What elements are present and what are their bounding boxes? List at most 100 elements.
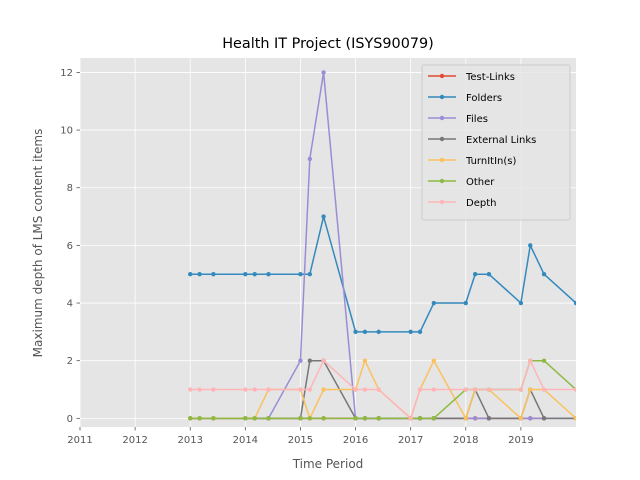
data-point [252, 272, 257, 277]
data-point [528, 358, 533, 363]
legend-item-other: Other [428, 177, 495, 188]
data-point [353, 387, 358, 392]
data-point [188, 387, 193, 392]
data-point [573, 416, 576, 421]
data-point [362, 329, 368, 335]
data-point [362, 387, 368, 392]
data-point [307, 272, 313, 277]
legend-label: Files [466, 114, 488, 125]
data-point [252, 416, 257, 421]
data-point [266, 272, 271, 277]
data-point [541, 387, 547, 392]
x-tick-label: 2018 [453, 435, 478, 446]
x-tick-label: 2019 [508, 435, 533, 446]
legend-label: TurnItIn(s) [465, 156, 516, 167]
legend-label: Test-Links [465, 72, 515, 83]
data-point [252, 387, 257, 392]
data-point [541, 272, 547, 277]
data-point [243, 416, 248, 421]
data-point [197, 387, 202, 392]
legend-box [421, 64, 571, 221]
data-point [197, 416, 202, 421]
data-point [362, 416, 368, 421]
data-point [307, 387, 313, 392]
x-tick-label: 2012 [122, 435, 147, 446]
data-point [486, 272, 492, 277]
data-point [321, 214, 326, 219]
legend: Test-Links Folders Files External Links Turn… [421, 64, 571, 221]
data-point [362, 358, 368, 363]
y-tick-label: 10 [60, 126, 73, 137]
data-point [353, 416, 358, 421]
x-tick-label: 2013 [177, 435, 202, 446]
chart-title: Health IT Project (ISYS90079) [222, 36, 434, 52]
data-point [298, 358, 303, 363]
data-point [298, 272, 303, 277]
x-axis-ticks: 2011 2012 2013 2014 2015 2016 2017 2018 2019 [67, 427, 534, 446]
data-point [188, 272, 193, 277]
data-point [528, 243, 533, 248]
data-point [472, 387, 478, 392]
data-point [321, 70, 326, 75]
legend-item-external-links: External Links [428, 135, 536, 146]
data-point [463, 416, 468, 421]
data-point [573, 387, 576, 392]
data-point [528, 416, 533, 421]
data-point [376, 387, 381, 392]
legend-marker [439, 115, 445, 121]
data-point [486, 387, 492, 392]
data-point [518, 300, 524, 306]
data-point [243, 272, 248, 277]
data-point [307, 358, 313, 363]
data-point [472, 272, 478, 277]
data-point [298, 387, 303, 392]
legend-item-test-links: Test-Links [428, 72, 515, 83]
y-tick-label: 8 [67, 183, 73, 194]
legend-label: Folders [466, 93, 502, 104]
data-point [573, 300, 576, 306]
legend-marker [439, 157, 445, 163]
data-point [408, 329, 413, 335]
data-point [266, 387, 271, 392]
legend-marker [439, 199, 445, 205]
data-point [408, 416, 413, 421]
legend-label: Other [466, 177, 495, 188]
data-point [528, 387, 533, 392]
data-point [321, 416, 326, 421]
data-point [353, 329, 358, 335]
data-point [463, 387, 468, 392]
x-tick-label: 2017 [398, 435, 423, 446]
legend-marker [439, 94, 445, 100]
data-point [518, 416, 524, 421]
series-depth [188, 358, 576, 421]
data-point [307, 416, 313, 421]
data-point [298, 416, 303, 421]
data-point [321, 387, 326, 392]
series-group [188, 70, 576, 421]
data-point [486, 416, 492, 421]
y-tick-label: 2 [67, 356, 73, 367]
legend-marker [439, 73, 445, 79]
data-point [472, 416, 478, 421]
y-tick-label: 6 [67, 241, 73, 252]
y-tick-label: 12 [60, 68, 73, 79]
series-folders [188, 214, 576, 335]
legend-item-depth: Depth [428, 198, 496, 209]
data-point [518, 387, 524, 392]
series-line-folders [190, 215, 576, 333]
data-point [197, 272, 202, 277]
data-point [431, 416, 437, 421]
data-point [243, 387, 248, 392]
data-point [541, 416, 547, 421]
legend-item-files: Files [428, 114, 488, 125]
series-line-depth [190, 359, 576, 420]
legend-marker [439, 178, 445, 184]
legend-item-folders: Folders [428, 93, 502, 104]
data-point [431, 387, 437, 392]
y-axis-title: Maximum depth of LMS content items [31, 129, 45, 358]
data-point [266, 416, 271, 421]
legend-item-turnitin-s: TurnItIn(s) [428, 156, 516, 167]
data-point [431, 358, 437, 363]
data-point [211, 416, 216, 421]
